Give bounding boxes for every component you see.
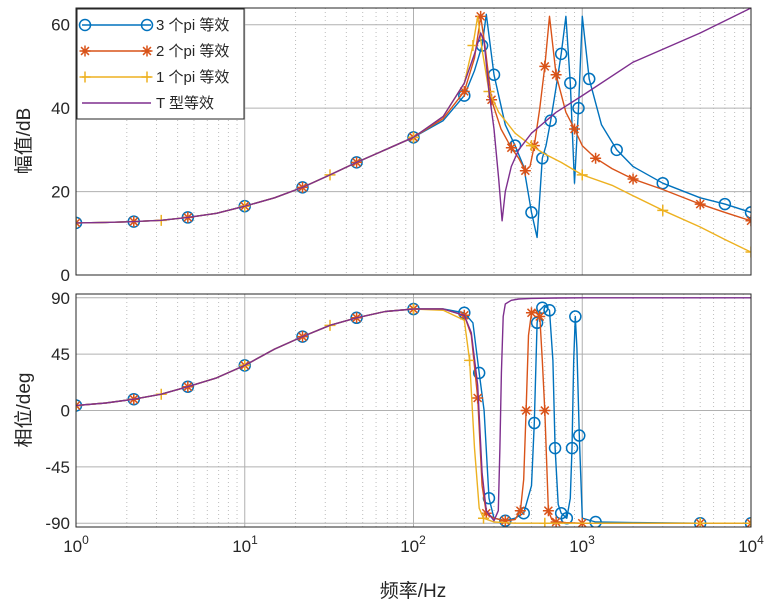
- data-point-marker: [478, 512, 490, 524]
- data-point-marker: [480, 507, 492, 519]
- data-point-marker: [564, 76, 577, 90]
- data-point-marker: [576, 169, 588, 181]
- y-tick-label: 20: [51, 183, 70, 202]
- legend-marker: [78, 18, 92, 32]
- data-point-marker: [458, 85, 470, 97]
- data-point-marker: [464, 354, 476, 366]
- data-point-marker: [744, 206, 751, 219]
- x-tick-labels: 100 101 102 103 104: [63, 533, 764, 556]
- data-point-marker: [514, 505, 526, 517]
- data-point-marker: [610, 143, 623, 157]
- data-point-marker: [565, 441, 579, 455]
- data-point-marker: [520, 405, 532, 416]
- y-tick-label: 45: [51, 345, 70, 364]
- data-point-marker: [590, 152, 602, 164]
- data-point-marker: [656, 176, 670, 190]
- y-tick-label: -45: [45, 458, 70, 477]
- x-tick-label: 101: [232, 533, 258, 556]
- legend-marker: [140, 18, 154, 32]
- data-point-marker: [548, 441, 562, 455]
- y-tick-label: 90: [51, 289, 70, 308]
- series-line-T-型等效: [76, 297, 751, 522]
- data-point-marker: [745, 246, 751, 258]
- data-point-marker: [550, 516, 562, 527]
- phase-y-tick-labels: -90 -45 0 45 90: [45, 289, 70, 533]
- data-point-marker: [486, 94, 498, 106]
- legend-samples: [78, 18, 154, 104]
- data-point-marker: [472, 366, 486, 380]
- data-point-marker: [573, 429, 586, 442]
- legend-label: 2 个pi 等效: [156, 42, 229, 60]
- data-point-marker: [519, 165, 531, 177]
- data-point-marker: [542, 505, 554, 517]
- data-point-marker: [475, 10, 487, 22]
- x-tick-label: 100: [63, 533, 89, 556]
- data-point-marker: [569, 123, 581, 135]
- data-point-marker: [525, 307, 537, 319]
- data-point-marker: [525, 140, 537, 152]
- data-point-marker: [499, 515, 511, 527]
- data-point-marker: [550, 69, 562, 81]
- x-tick-label: 104: [738, 533, 764, 556]
- legend-label: 1 个pi 等效: [156, 68, 229, 86]
- data-point-marker: [544, 114, 557, 127]
- magnitude-y-tick-labels: 0 20 40 60: [51, 16, 70, 285]
- magnitude-y-axis-label: 幅值/dB: [13, 108, 35, 175]
- legend-box: [76, 8, 245, 120]
- data-point-marker: [589, 515, 602, 527]
- legend-marker: [141, 45, 153, 57]
- y-tick-label: 40: [51, 99, 70, 118]
- phase-axes-box: [75, 293, 752, 528]
- magnitude-panel: 0 20 40 60 幅值/dB: [13, 7, 752, 285]
- x-axis-label: 频率/Hz: [380, 580, 447, 602]
- data-point-marker: [569, 310, 582, 323]
- data-point-marker: [534, 311, 546, 323]
- data-point-marker: [582, 72, 596, 86]
- data-point-marker: [657, 204, 669, 216]
- y-tick-label: 0: [61, 266, 70, 285]
- data-point-marker: [572, 101, 585, 115]
- data-point-marker: [543, 304, 556, 317]
- legend: 3 个pi 等效 2 个pi 等效 1 个pi 等效 T 型等效: [76, 8, 245, 120]
- data-point-marker: [505, 142, 517, 154]
- data-point-marker: [718, 197, 732, 211]
- data-point-marker: [539, 405, 551, 416]
- legend-marker: [141, 71, 153, 83]
- magnitude-axes-box: [75, 7, 752, 276]
- y-tick-label: 0: [61, 402, 70, 421]
- y-tick-label: -90: [45, 514, 70, 533]
- legend-marker: [79, 71, 91, 83]
- magnitude-series: [76, 8, 751, 258]
- phase-y-axis-label: 相位/deg: [13, 373, 35, 448]
- data-point-marker: [694, 198, 706, 210]
- data-point-marker: [525, 206, 538, 219]
- data-point-marker: [539, 60, 551, 72]
- phase-series: [76, 297, 751, 527]
- x-tick-label: 102: [400, 533, 426, 556]
- phase-panel: -90 -45 0 45 90 相位/deg: [13, 289, 752, 533]
- data-point-marker: [627, 173, 639, 185]
- y-tick-label: 60: [51, 16, 70, 35]
- data-point-marker: [528, 416, 541, 430]
- legend-label: T 型等效: [156, 94, 214, 112]
- legend-label: 3 个pi 等效: [156, 16, 229, 34]
- series-line-T-型等效: [76, 8, 751, 224]
- legend-marker: [79, 45, 91, 57]
- data-point-marker: [745, 517, 751, 527]
- data-point-marker: [530, 316, 544, 330]
- data-point-marker: [554, 47, 568, 61]
- x-tick-label: 103: [569, 533, 595, 556]
